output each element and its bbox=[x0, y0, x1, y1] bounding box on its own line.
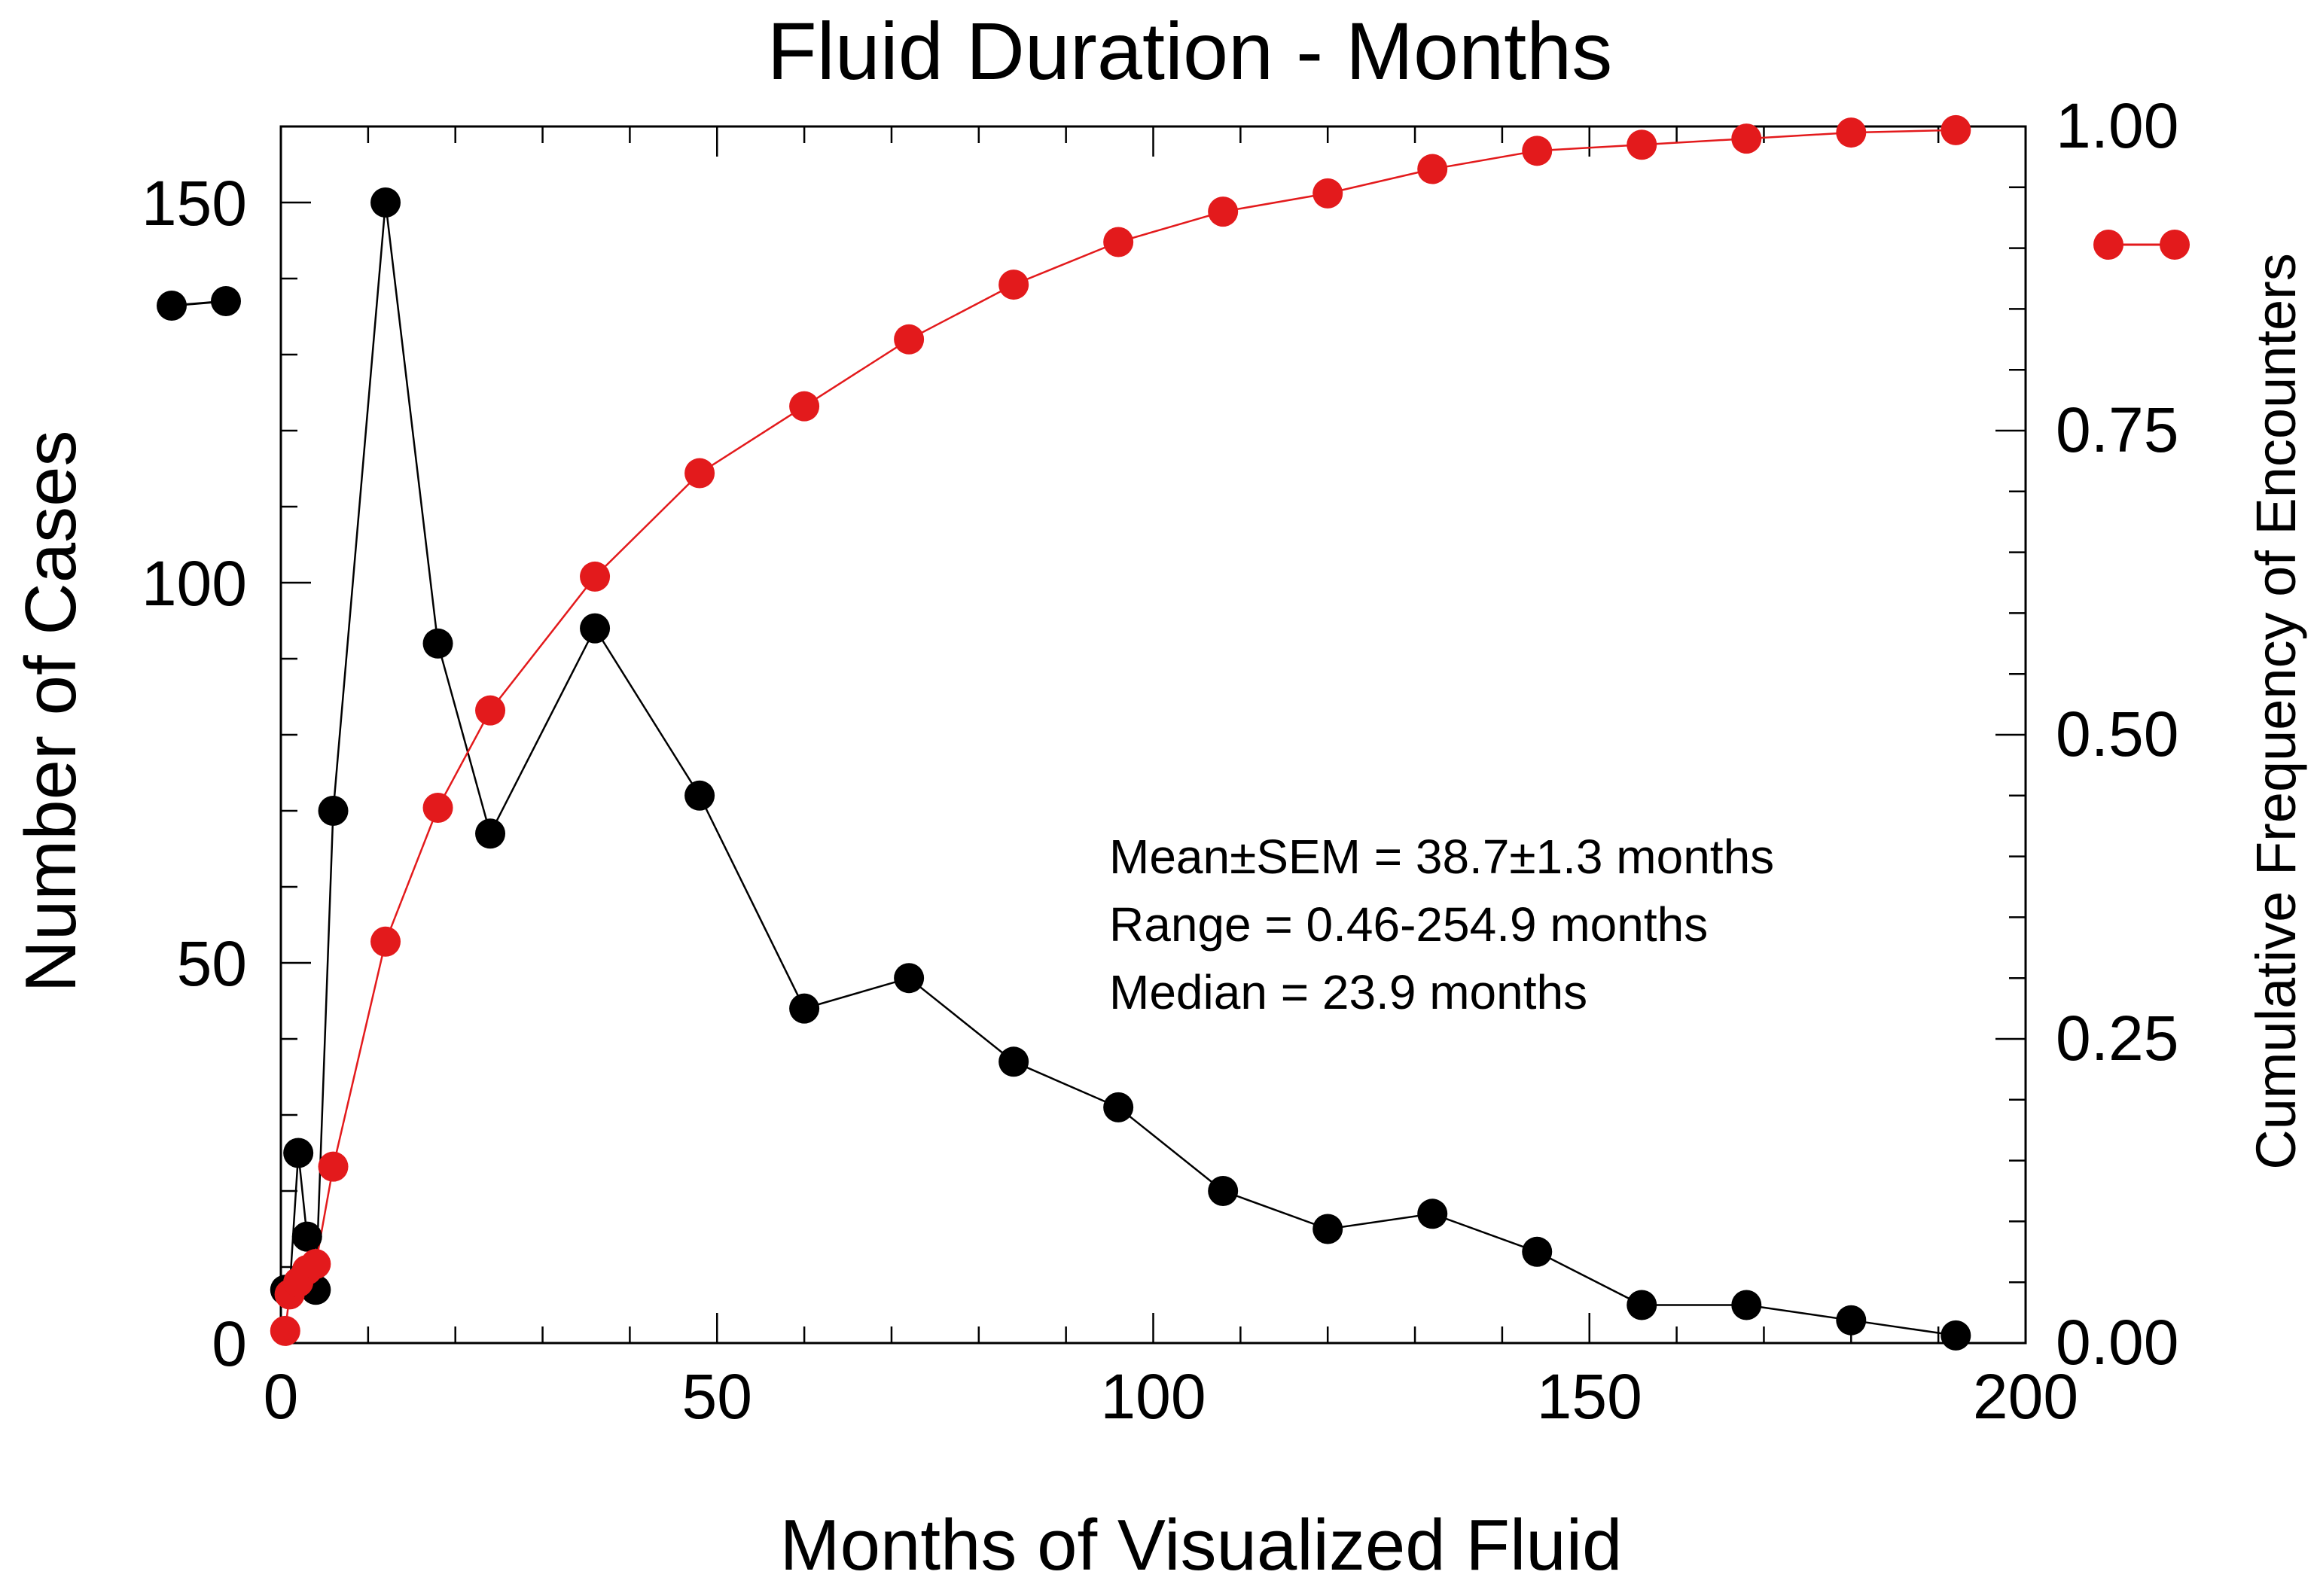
data-point-series-0 bbox=[370, 187, 401, 218]
data-point-series-1 bbox=[370, 926, 401, 957]
data-point-series-1 bbox=[422, 792, 453, 823]
data-point-series-0 bbox=[1941, 1320, 1971, 1351]
data-point-series-1 bbox=[998, 270, 1029, 300]
series-line-0 bbox=[285, 202, 1956, 1337]
x-tick-label: 0 bbox=[264, 1361, 299, 1432]
data-point-series-0 bbox=[318, 796, 349, 826]
y2-tick-label: 1.00 bbox=[2056, 90, 2179, 161]
data-point-series-0 bbox=[684, 780, 715, 811]
y-tick-label: 50 bbox=[177, 928, 247, 999]
data-point-series-1 bbox=[1103, 227, 1134, 257]
data-point-series-0 bbox=[1312, 1214, 1343, 1244]
y2-axis-label: Cumulative Frequency of Encounters bbox=[2245, 253, 2307, 1170]
data-point-series-0 bbox=[998, 1046, 1029, 1077]
data-point-series-1 bbox=[1627, 129, 1657, 160]
data-point-series-1 bbox=[1941, 114, 1971, 145]
stats-annotation: Mean±SEM = 38.7±1.3 months Range = 0.46-… bbox=[1109, 830, 1774, 1019]
chart-title: Fluid Duration - Months bbox=[767, 5, 1612, 96]
data-point-series-0 bbox=[422, 628, 453, 659]
data-point-series-1 bbox=[1731, 123, 1762, 154]
data-point-series-1 bbox=[318, 1151, 349, 1182]
data-point-series-1 bbox=[300, 1248, 331, 1279]
legend-markers bbox=[157, 230, 2190, 321]
legend-marker-cumulative bbox=[2160, 230, 2190, 260]
data-point-series-0 bbox=[1417, 1199, 1448, 1229]
annotation-mean: Mean±SEM = 38.7±1.3 months bbox=[1109, 830, 1774, 884]
data-point-series-1 bbox=[1836, 117, 1867, 148]
x-tick-label: 200 bbox=[1973, 1361, 2078, 1432]
y-axis-right: 0.00 0.25 0.50 0.75 1.00 bbox=[1995, 90, 2179, 1378]
data-point-series-0 bbox=[291, 1221, 322, 1252]
y-tick-label: 0 bbox=[212, 1308, 247, 1379]
y2-tick-label: 0.00 bbox=[2056, 1307, 2179, 1378]
legend-marker-cases bbox=[211, 286, 241, 316]
data-point-series-1 bbox=[684, 458, 715, 489]
data-point-series-1 bbox=[894, 324, 925, 355]
y-tick-label: 100 bbox=[142, 548, 247, 619]
data-point-series-0 bbox=[580, 613, 611, 644]
series-lines bbox=[284, 129, 1956, 1337]
x-axis-label: Months of Visualized Fluid bbox=[780, 1505, 1623, 1585]
data-point-series-0 bbox=[475, 818, 506, 849]
data-point-series-1 bbox=[475, 695, 506, 726]
plot-frame bbox=[279, 125, 2027, 1345]
data-point-series-1 bbox=[580, 561, 611, 592]
data-point-series-1 bbox=[270, 1315, 300, 1346]
data-point-series-0 bbox=[1836, 1305, 1867, 1336]
y-axis-label: Number of Cases bbox=[11, 431, 91, 993]
x-tick-label: 150 bbox=[1537, 1361, 1642, 1432]
data-point-series-1 bbox=[1312, 178, 1343, 209]
data-point-series-0 bbox=[789, 993, 820, 1024]
data-point-series-0 bbox=[1522, 1236, 1553, 1267]
data-point-series-0 bbox=[1731, 1290, 1762, 1320]
annotation-median: Median = 23.9 months bbox=[1109, 965, 1587, 1019]
data-point-series-0 bbox=[894, 963, 925, 994]
annotation-range: Range = 0.46-254.9 months bbox=[1109, 897, 1708, 952]
plot-border bbox=[279, 125, 2027, 1345]
y2-tick-label: 0.75 bbox=[2056, 394, 2179, 465]
series-points bbox=[270, 114, 1971, 1351]
x-axis: 0 50 100 150 200 bbox=[264, 126, 2078, 1432]
data-point-series-0 bbox=[1208, 1176, 1239, 1206]
data-point-series-1 bbox=[1417, 154, 1448, 184]
data-point-series-1 bbox=[789, 391, 820, 422]
legend-marker-cumulative bbox=[2093, 230, 2123, 260]
y2-tick-label: 0.50 bbox=[2056, 699, 2179, 769]
data-point-series-0 bbox=[1627, 1290, 1657, 1320]
series-line-1 bbox=[284, 129, 1956, 1331]
data-point-series-0 bbox=[1103, 1092, 1134, 1122]
y-axis-left: 0 50 100 150 bbox=[142, 125, 311, 1379]
data-point-series-1 bbox=[1208, 196, 1239, 227]
y2-tick-label: 0.25 bbox=[2056, 1003, 2179, 1074]
data-point-series-0 bbox=[283, 1138, 314, 1168]
y-tick-label: 150 bbox=[142, 168, 247, 239]
x-tick-label: 100 bbox=[1100, 1361, 1206, 1432]
x-tick-label: 50 bbox=[682, 1361, 752, 1432]
data-point-series-1 bbox=[1522, 136, 1553, 166]
legend-marker-cases bbox=[157, 291, 187, 321]
